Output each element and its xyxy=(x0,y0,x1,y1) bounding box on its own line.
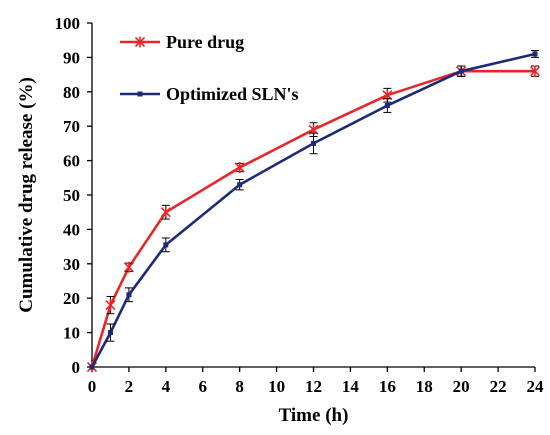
x-tick-label: 2 xyxy=(125,377,134,396)
x-tick-label: 6 xyxy=(199,377,208,396)
legend-label-pure-drug: Pure drug xyxy=(166,32,244,52)
x-tick-label: 16 xyxy=(379,377,396,396)
data-point xyxy=(532,51,538,57)
x-tick-label: 20 xyxy=(453,377,470,396)
data-point xyxy=(163,242,169,248)
data-point xyxy=(107,330,113,336)
y-tick-label: 90 xyxy=(63,48,80,67)
x-tick-label: 18 xyxy=(416,377,433,396)
x-tick-label: 10 xyxy=(268,377,285,396)
legend-item-optimized-slns: Optimized SLN's xyxy=(120,84,299,104)
legend-marker-pure-drug xyxy=(134,36,146,48)
series-pure-drug xyxy=(86,65,541,373)
data-point xyxy=(160,206,171,218)
legend-label-optimized-slns: Optimized SLN's xyxy=(166,84,299,104)
y-axis-label: Cumulative drug release (%) xyxy=(16,77,37,313)
data-point xyxy=(458,68,464,74)
x-tick-label: 4 xyxy=(162,377,171,396)
y-tick-label: 70 xyxy=(63,117,80,136)
y-tick-label: 100 xyxy=(55,14,81,33)
data-point xyxy=(529,65,541,77)
y-tick-label: 80 xyxy=(63,83,80,102)
legend-marker-glyph xyxy=(134,36,146,48)
data-point xyxy=(126,292,132,298)
x-tick-label: 24 xyxy=(527,377,545,396)
x-tick-label: 0 xyxy=(88,377,97,396)
legend-marker-optimized-slns xyxy=(137,91,143,97)
series-line-pure-drug xyxy=(90,69,535,368)
axes xyxy=(91,23,535,368)
y-tick-label: 10 xyxy=(63,324,80,343)
data-point xyxy=(384,103,390,109)
data-point xyxy=(123,261,134,273)
y-tick-label: 20 xyxy=(63,289,80,308)
legend-marker-glyph xyxy=(137,91,143,97)
data-point xyxy=(105,299,116,311)
series xyxy=(86,50,541,373)
legend: Pure drug Optimized SLN's xyxy=(120,32,299,104)
series-line-optimized-slns xyxy=(90,52,536,368)
data-point xyxy=(311,140,316,146)
y-tick-label: 40 xyxy=(63,220,80,239)
data-point xyxy=(234,161,245,173)
y-tick-label: 60 xyxy=(63,152,80,171)
data-point xyxy=(89,364,95,370)
x-tick-label: 14 xyxy=(342,377,360,396)
x-axis-label: Time (h) xyxy=(279,405,349,426)
y-tick-label: 30 xyxy=(63,255,80,274)
data-point xyxy=(237,182,243,188)
series-optimized-slns xyxy=(89,50,539,370)
x-tick-label: 8 xyxy=(235,377,244,396)
y-tick-label: 0 xyxy=(72,358,81,377)
x-tick-label: 12 xyxy=(305,377,322,396)
y-tick-label: 50 xyxy=(63,186,80,205)
x-tick-label: 22 xyxy=(490,377,507,396)
legend-item-pure-drug: Pure drug xyxy=(120,32,244,52)
